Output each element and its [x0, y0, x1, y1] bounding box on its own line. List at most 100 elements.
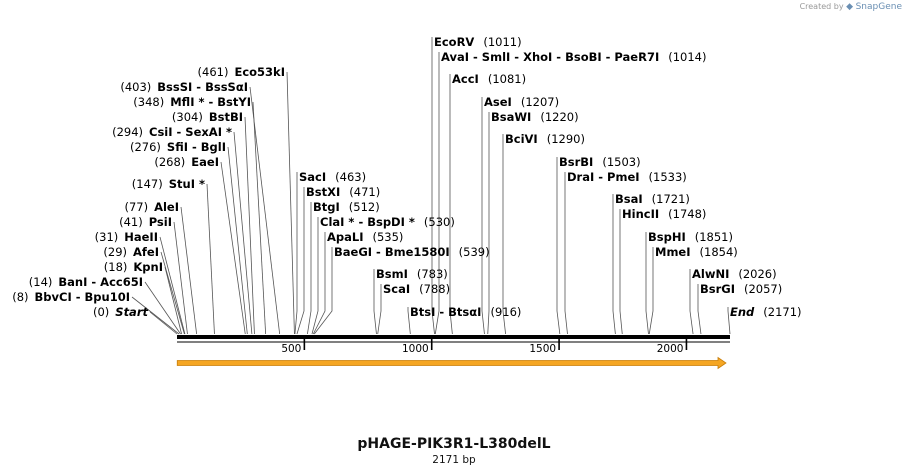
site-stui-147[interactable]: StuI * (147) — [132, 177, 205, 191]
site-bsrbi-1503[interactable]: BsrBI (1503) — [559, 155, 641, 169]
site-bbvci-bpu10i-8-pos: (8) — [12, 290, 28, 304]
site-start-0[interactable]: Start (0) — [93, 305, 149, 319]
map-length: 2171 bp — [0, 454, 908, 466]
site-bsai-1721[interactable]: BsaI (1721) — [615, 192, 690, 206]
site-acci-1081-leader — [450, 74, 452, 334]
site-btgi-512-leader — [307, 202, 311, 334]
site-psii-41[interactable]: PsiI (41) — [119, 215, 172, 229]
site-hincii-1748-name: HincII — [622, 207, 659, 221]
site-bstxi-471[interactable]: BstXI (471) — [306, 185, 380, 199]
site-kpni-18[interactable]: KpnI (18) — [104, 260, 163, 274]
ruler-ticks: 500 1000 1500 2000 — [281, 339, 686, 355]
site-sfii-bgli-276[interactable]: SfiI - BglI (276) — [130, 140, 226, 154]
site-apali-535-name: ApaLI — [327, 230, 364, 244]
site-bstbi-304[interactable]: BstBI (304) — [172, 110, 243, 124]
site-btsi-bts-i-916[interactable]: BtsI - BtsαI (916) — [410, 305, 521, 319]
site-alei-77-pos: (77) — [124, 200, 148, 214]
site-bbvci-bpu10i-8-name: BbvCI - Bpu10I — [35, 290, 130, 304]
site-bsrbi-1503-leader — [557, 157, 560, 334]
site-mmei-1854[interactable]: MmeI (1854) — [655, 245, 738, 259]
site-bsmi-783[interactable]: BsmI (783) — [376, 267, 448, 281]
site-stui-147-name: StuI * — [169, 177, 205, 191]
site-eco53ki-461-name: Eco53kI — [234, 65, 285, 79]
site-bbvci-bpu10i-8[interactable]: BbvCI - Bpu10I (8) — [12, 290, 130, 304]
site-scai-788-name: ScaI — [383, 282, 410, 296]
site-hincii-1748[interactable]: HincII (1748) — [622, 207, 706, 221]
site-btgi-512[interactable]: BtgI (512) — [313, 200, 380, 214]
backbone — [177, 335, 730, 342]
tick-label-1000: 1000 — [402, 343, 429, 355]
site-eaei-268-pos: (268) — [154, 155, 185, 169]
tick-label-500: 500 — [281, 343, 301, 355]
linear-map: Start(0)BbvCI - Bpu10I (8) BanI - Acc65I (1… — [0, 0, 908, 475]
site-bani-acc65i-14[interactable]: BanI - Acc65I (14) — [29, 275, 143, 289]
site-bsrgi-2057[interactable]: BsrGI (2057) — [700, 282, 782, 296]
site-mmei-1854-leader — [649, 247, 653, 334]
site-saci-463[interactable]: SacI (463) — [299, 170, 366, 184]
site-asei-1207-pos: (1207) — [521, 95, 559, 109]
site-psii-41-pos: (41) — [119, 215, 143, 229]
site-afei-29[interactable]: AfeI (29) — [103, 245, 159, 259]
map-title: pHAGE-PIK3R1-L380delL — [0, 436, 908, 452]
site-baegi-bme1580i-539-pos: (539) — [459, 245, 490, 259]
site-bsssi-bsss-i-403[interactable]: BssSI - BssSαI (403) — [120, 80, 248, 94]
site-alei-77-leader — [181, 207, 197, 334]
site-scai-788-leader — [378, 284, 381, 334]
site-eco53ki-461-leader — [287, 72, 294, 334]
site-haeii-31[interactable]: HaeII (31) — [95, 230, 158, 244]
site-bstbi-304-name: BstBI — [209, 110, 243, 124]
site-haeii-31-pos: (31) — [95, 230, 119, 244]
site-mmei-1854-pos: (1854) — [700, 245, 738, 259]
site-bani-acc65i-14-pos: (14) — [29, 275, 53, 289]
site-eaei-268-leader — [221, 162, 245, 334]
site-apali-535-pos: (535) — [373, 230, 404, 244]
site-csii-sexai-294[interactable]: CsiI - SexAI * (294) — [112, 125, 232, 139]
site-saci-463-pos: (463) — [335, 170, 366, 184]
site-haeii-31-name: HaeII — [124, 230, 158, 244]
site-bsphi-1851[interactable]: BspHI (1851) — [648, 230, 733, 244]
site-clai-bspdi-530-name: ClaI * - BspDI * — [320, 215, 415, 229]
site-sfii-bgli-276-name: SfiI - BglI — [167, 140, 226, 154]
site-acci-1081-name: AccI — [452, 72, 479, 86]
site-baegi-bme1580i-539[interactable]: BaeGI - Bme1580I (539) — [334, 245, 490, 259]
site-asei-1207-name: AseI — [484, 95, 512, 109]
site-mfli-bstyi-348-pos: (348) — [133, 95, 164, 109]
site-bcivi-1290-pos: (1290) — [547, 132, 585, 146]
site-acci-1081-pos: (1081) — [488, 72, 526, 86]
site-bsawi-1220-pos: (1220) — [540, 110, 578, 124]
site-clai-bspdi-530[interactable]: ClaI * - BspDI * (530) — [320, 215, 455, 229]
site-ecorv-1011[interactable]: EcoRV (1011) — [434, 35, 522, 49]
site-bcivi-1290[interactable]: BciVI (1290) — [505, 132, 585, 146]
feature-arrow[interactable] — [177, 358, 726, 369]
site-scai-788-pos: (788) — [419, 282, 450, 296]
site-haeii-31-leader — [160, 237, 185, 334]
site-alei-77-name: AleI — [154, 200, 179, 214]
site-drai-pmei-1533[interactable]: DraI - PmeI (1533) — [567, 170, 687, 184]
site-ecorv-1011-pos: (1011) — [483, 35, 521, 49]
site-bstbi-304-leader — [245, 117, 254, 334]
tick-label-1500: 1500 — [529, 343, 556, 355]
site-afei-29-leader — [161, 252, 184, 334]
site-eaei-268[interactable]: EaeI (268) — [154, 155, 219, 169]
site-apali-535-leader — [313, 232, 325, 334]
site-eco53ki-461[interactable]: Eco53kI (461) — [198, 65, 285, 79]
site-bani-acc65i-14-name: BanI - Acc65I — [58, 275, 143, 289]
site-clai-bspdi-530-pos: (530) — [424, 215, 455, 229]
site-bsawi-1220[interactable]: BsaWI (1220) — [491, 110, 579, 124]
site-alwni-2026-pos: (2026) — [738, 267, 776, 281]
site-scai-788[interactable]: ScaI (788) — [383, 282, 450, 296]
site-saci-463-leader — [295, 172, 297, 334]
site-end-2171[interactable]: End (2171) — [730, 305, 802, 319]
site-apali-535[interactable]: ApaLI (535) — [327, 230, 403, 244]
site-mfli-bstyi-348[interactable]: MflI * - BstYI (348) — [133, 95, 251, 109]
site-acci-1081[interactable]: AccI (1081) — [452, 72, 526, 86]
site-avai-smli-xhoi-bsobi-paer7i-1014[interactable]: AvaI - SmlI - XhoI - BsoBI - PaeR7I (1014… — [441, 50, 707, 64]
site-bstxi-471-pos: (471) — [349, 185, 380, 199]
site-mfli-bstyi-348-leader — [253, 102, 266, 334]
site-alei-77[interactable]: AleI (77) — [124, 200, 179, 214]
site-asei-1207[interactable]: AseI (1207) — [484, 95, 559, 109]
site-bsmi-783-name: BsmI — [376, 267, 408, 281]
site-baegi-bme1580i-539-leader — [314, 247, 332, 334]
site-alwni-2026-name: AlwNI — [692, 267, 729, 281]
site-alwni-2026[interactable]: AlwNI (2026) — [692, 267, 777, 281]
